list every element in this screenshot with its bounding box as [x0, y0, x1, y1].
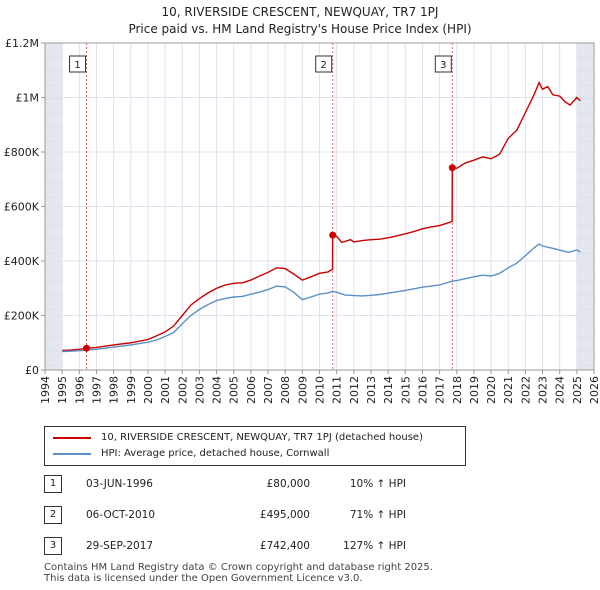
chart-title-line1: 10, RIVERSIDE CRESCENT, NEWQUAY, TR7 1PJ [161, 5, 439, 19]
sale-label-box [434, 55, 452, 73]
x-tick-label: 2012 [348, 376, 361, 404]
sale-price: £742,400 [259, 540, 310, 552]
footer-line2: This data is licensed under the Open Gov… [44, 573, 363, 584]
legend-swatch-hpi [53, 452, 91, 455]
price-chart: 1 2 3 £0 £200K £400K £600K £800K £1M £1.2M 1994 199… [4, 37, 600, 404]
y-tick-label: £800K [4, 146, 40, 159]
x-tick-label: 2003 [193, 376, 206, 404]
x-tick-label: 2026 [588, 376, 600, 404]
x-tick-label: 2004 [211, 376, 224, 404]
x-tick-label: 2006 [245, 376, 258, 404]
x-tick-label: 2001 [159, 376, 172, 404]
x-tick-label: 1996 [73, 376, 86, 404]
x-tick-label: 2016 [416, 376, 429, 404]
footer-line1: Contains HM Land Registry data © Crown c… [44, 562, 433, 573]
x-tick-label: 2023 [537, 376, 550, 404]
x-tick-label: 2021 [502, 376, 515, 404]
sale-point [83, 344, 91, 352]
legend-item-hpi: HPI: Average price, detached house, Corn… [53, 448, 329, 459]
sale-label-box [69, 55, 87, 73]
y-tick-label: £400K [4, 255, 40, 268]
y-tick-label: £600K [4, 201, 40, 214]
x-tick-label: 2024 [554, 376, 567, 404]
sale-label-box [315, 55, 333, 73]
sale-date: 29-SEP-2017 [86, 540, 154, 552]
sale-hpi-change: 127% ↑ HPI [343, 540, 406, 552]
sale-point [448, 164, 456, 172]
sale-number-badge: 3 [44, 537, 62, 555]
x-tick-label: 1997 [90, 376, 103, 404]
x-tick-label: 1998 [108, 376, 121, 404]
x-tick-label: 2019 [468, 376, 481, 404]
x-tick-label: 2007 [262, 376, 275, 404]
x-tick-label: 2015 [399, 376, 412, 404]
x-tick-label: 2022 [519, 376, 532, 404]
x-tick-label: 2000 [142, 376, 155, 404]
chart-title-line2: Price paid vs. HM Land Registry's House … [128, 22, 472, 36]
sale-row: 3 29-SEP-2017 £742,400 127% ↑ HPI [44, 537, 600, 555]
sale-price: £495,000 [259, 509, 310, 521]
x-tick-label: 2010 [314, 376, 327, 404]
y-tick-label: £1.2M [5, 37, 39, 50]
x-tick-label: 1999 [125, 376, 138, 404]
sale-label-text: 3 [440, 60, 446, 71]
property-price-line [62, 80, 581, 352]
footer-attribution: Contains HM Land Registry data © Crown c… [44, 562, 433, 584]
sale-point [329, 231, 337, 239]
sale-number-badge: 2 [44, 506, 62, 524]
legend-label-hpi: HPI: Average price, detached house, Corn… [101, 448, 330, 459]
y-tick-label: £1M [16, 92, 40, 105]
hpi-line [62, 243, 581, 353]
x-tick-label: 2002 [176, 376, 189, 404]
legend-item-property: 10, RIVERSIDE CRESCENT, NEWQUAY, TR7 1PJ… [53, 432, 423, 443]
x-tick-label: 2017 [434, 376, 447, 404]
y-tick-label: £0 [25, 364, 39, 377]
x-tick-label: 2014 [382, 376, 395, 404]
legend-label-property: 10, RIVERSIDE CRESCENT, NEWQUAY, TR7 1PJ… [101, 432, 423, 443]
sale-hpi-change: 71% ↑ HPI [349, 509, 406, 521]
x-tick-label: 2005 [228, 376, 241, 404]
sale-hpi-change: 10% ↑ HPI [349, 478, 406, 490]
x-tick-label: 2020 [485, 376, 498, 404]
x-tick-label: 2011 [331, 376, 344, 404]
x-tick-label: 2008 [279, 376, 292, 404]
sale-row: 1 03-JUN-1996 £80,000 10% ↑ HPI [44, 475, 600, 493]
legend-swatch-property [53, 436, 91, 439]
sale-date: 06-OCT-2010 [86, 509, 155, 521]
x-tick-label: 1995 [56, 376, 69, 404]
sale-date: 03-JUN-1996 [86, 478, 153, 490]
sale-price: £80,000 [266, 478, 310, 490]
x-tick-label: 2018 [451, 376, 464, 404]
sale-label-text: 2 [321, 60, 327, 71]
x-tick-label: 2009 [296, 376, 309, 404]
sale-label-text: 1 [74, 60, 80, 71]
sale-number-badge: 1 [44, 475, 62, 493]
y-tick-label: £200K [4, 310, 40, 323]
x-tick-label: 2013 [365, 376, 378, 404]
x-tick-label: 2025 [571, 376, 584, 404]
chart-legend: 10, RIVERSIDE CRESCENT, NEWQUAY, TR7 1PJ… [44, 426, 466, 466]
x-tick-label: 1994 [39, 376, 52, 404]
sale-row: 2 06-OCT-2010 £495,000 71% ↑ HPI [44, 506, 600, 524]
